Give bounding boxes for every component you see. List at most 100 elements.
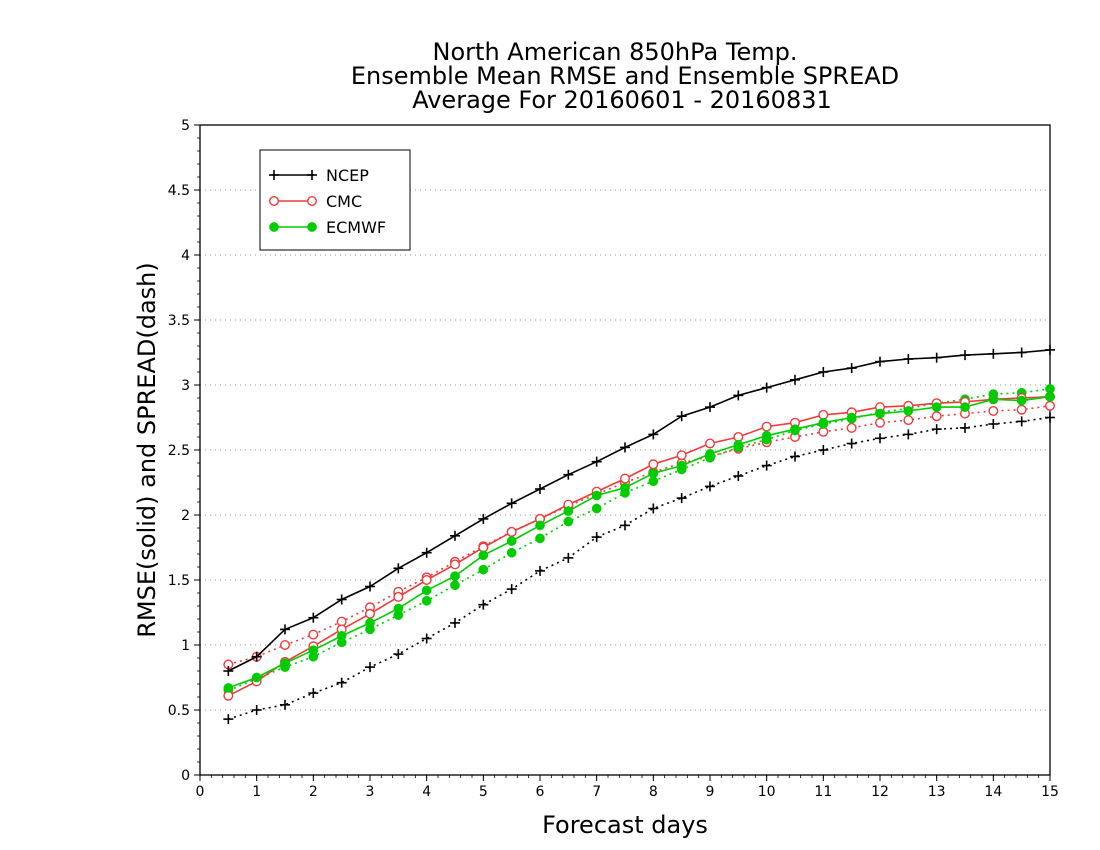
point-ecmwf-rmse xyxy=(506,536,517,546)
point-ncep-spread xyxy=(648,503,659,514)
series-ncep-spread xyxy=(223,412,1055,725)
point-ncep-rmse xyxy=(705,402,715,413)
point-ecmwf-rmse xyxy=(336,631,347,641)
point-ncep-spread xyxy=(535,565,545,576)
point-ecmwf-rmse xyxy=(365,618,375,628)
y-tick-label: 2.5 xyxy=(168,443,190,459)
y-tick-label: 1.5 xyxy=(168,573,190,589)
point-ecmwf-rmse xyxy=(790,424,800,435)
point-ncep-spread xyxy=(1016,416,1027,427)
legend-item-ncep: NCEP xyxy=(269,166,369,185)
point-ecmwf-rmse xyxy=(251,672,262,683)
point-ecmwf-rmse xyxy=(1045,391,1055,402)
x-tick-label: 5 xyxy=(479,784,488,800)
point-cmc-rmse xyxy=(648,459,659,470)
point-ncep-spread xyxy=(846,438,857,449)
series-line-ncep-rmse xyxy=(227,349,1051,672)
point-ncep-rmse xyxy=(818,367,829,377)
point-ncep-spread xyxy=(478,599,489,610)
point-ncep-rmse xyxy=(308,612,319,623)
axes: 00.511.522.533.544.550 1 2 3 4 5 6 7 8 9 10 11 12 13 1… xyxy=(168,118,1059,800)
point-ecmwf-rmse xyxy=(733,439,744,450)
point-ncep-spread xyxy=(223,714,234,725)
point-ecmwf-rmse xyxy=(393,603,404,614)
point-cmc-spread xyxy=(903,415,914,426)
point-ncep-spread xyxy=(563,552,574,563)
point-cmc-rmse xyxy=(393,591,404,602)
point-ncep-rmse xyxy=(365,581,375,592)
point-ncep-spread xyxy=(705,481,715,492)
series-ncep-rmse xyxy=(223,344,1055,676)
point-ecmwf-rmse xyxy=(818,417,829,428)
point-ncep-spread xyxy=(421,633,432,644)
x-tick-label: 12 xyxy=(871,784,889,800)
point-ncep-rmse xyxy=(931,352,942,363)
point-ncep-spread xyxy=(761,460,772,471)
x-tick-label: 9 xyxy=(706,784,715,800)
legend-marker-ncep xyxy=(269,170,279,180)
point-ecmwf-rmse xyxy=(988,394,999,405)
point-ecmwf-rmse xyxy=(648,468,659,479)
chart-title-line-1: North American 850hPa Temp. xyxy=(433,38,798,66)
x-tick-label: 3 xyxy=(366,784,375,800)
legend-label-ecmwf: ECMWF xyxy=(326,218,386,237)
point-cmc-spread xyxy=(1016,404,1027,415)
point-ncep-rmse xyxy=(988,348,999,359)
point-ecmwf-rmse xyxy=(308,645,319,656)
legend-marker-ecmwf xyxy=(307,222,317,232)
point-ncep-rmse xyxy=(478,513,489,524)
point-ecmwf-rmse xyxy=(705,449,715,459)
point-ncep-spread xyxy=(960,422,970,433)
point-cmc-spread xyxy=(875,417,886,428)
point-cmc-spread xyxy=(308,629,319,640)
x-tick-label: 10 xyxy=(758,784,776,800)
point-ncep-rmse xyxy=(506,498,517,509)
point-ecmwf-spread xyxy=(591,503,602,514)
x-tick-label: 8 xyxy=(649,784,658,800)
point-ecmwf-spread xyxy=(450,580,460,591)
point-ncep-rmse xyxy=(790,374,800,385)
point-ncep-spread xyxy=(875,433,885,444)
series-ecmwf-rmse xyxy=(223,391,1055,693)
point-cmc-spread xyxy=(280,640,291,651)
point-cmc-rmse xyxy=(365,608,376,619)
chart-title-line-3: Average For 20160601 - 20160831 xyxy=(412,86,832,114)
point-ncep-rmse xyxy=(846,363,857,374)
point-ncep-spread xyxy=(676,493,687,504)
point-ecmwf-spread xyxy=(535,533,545,544)
legend-box xyxy=(259,149,411,251)
x-tick-label: 0 xyxy=(196,784,205,800)
point-ncep-spread xyxy=(393,649,404,660)
point-ncep-rmse xyxy=(223,666,234,676)
legend: NCEP CMC ECMWF xyxy=(259,149,411,251)
legend-item-cmc: CMC xyxy=(269,192,362,211)
point-ecmwf-rmse xyxy=(931,402,942,412)
point-cmc-rmse xyxy=(620,473,631,484)
point-ecmwf-rmse xyxy=(535,520,545,531)
series-line-cmc-spread xyxy=(228,405,1051,666)
point-ecmwf-rmse xyxy=(450,571,460,581)
point-ncep-rmse xyxy=(535,484,545,494)
point-ecmwf-rmse xyxy=(761,430,772,441)
point-cmc-rmse xyxy=(761,421,772,432)
point-ecmwf-rmse xyxy=(421,585,432,596)
point-cmc-spread xyxy=(846,422,857,433)
point-ecmwf-rmse xyxy=(1016,395,1027,406)
point-ncep-rmse xyxy=(421,547,432,558)
point-ncep-spread xyxy=(336,677,347,688)
x-tick-label: 7 xyxy=(592,784,601,800)
legend-marker-ncep xyxy=(307,170,317,180)
legend-item-ecmwf: ECMWF xyxy=(269,218,386,237)
series-line-ecmwf-spread xyxy=(227,388,1051,692)
point-ecmwf-spread xyxy=(421,595,432,606)
legend-marker-cmc xyxy=(269,195,280,206)
x-tick-label: 15 xyxy=(1041,784,1059,800)
point-ncep-rmse xyxy=(1045,344,1055,355)
point-ncep-spread xyxy=(931,424,942,435)
x-tick-label: 1 xyxy=(252,784,261,800)
point-ncep-rmse xyxy=(280,624,290,635)
y-tick-label: 2 xyxy=(181,508,190,524)
series-layer xyxy=(223,344,1055,725)
x-tick-label: 13 xyxy=(928,784,946,800)
y-tick-label: 0 xyxy=(181,768,190,784)
